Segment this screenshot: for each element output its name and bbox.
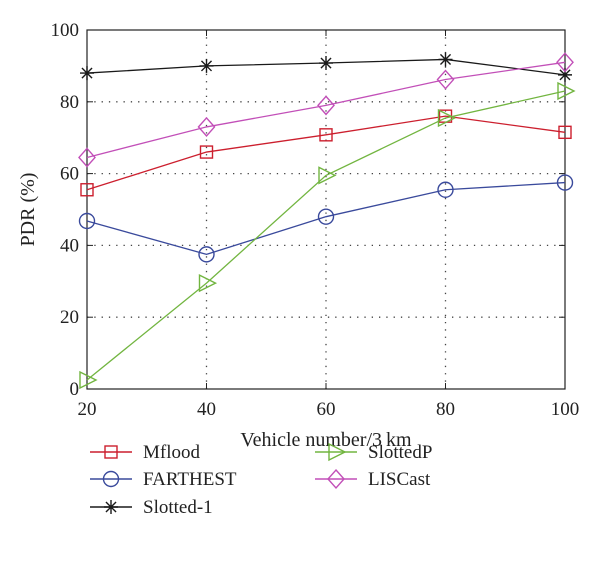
legend-label: FARTHEST	[143, 469, 237, 490]
x-axis-label: Vehicle number/3 km	[240, 429, 412, 451]
data-point	[198, 273, 218, 293]
data-point	[80, 183, 94, 197]
data-point	[317, 208, 335, 225]
data-point	[199, 145, 214, 159]
legend-swatch-marker	[102, 470, 120, 488]
series-mflood	[80, 109, 572, 197]
legend-swatch-marker	[327, 468, 345, 490]
series-line	[86, 115, 566, 191]
series-group	[78, 52, 576, 390]
data-point	[437, 108, 457, 128]
data-point	[197, 116, 216, 137]
legend-item-farthest: FARTHEST	[90, 469, 237, 490]
x-tick-label: 60	[317, 399, 336, 420]
data-point	[318, 166, 337, 185]
data-point	[437, 181, 454, 198]
y-tick-label: 0	[70, 379, 80, 400]
data-point	[78, 212, 96, 230]
x-tick-label: 80	[436, 399, 455, 420]
data-point	[557, 81, 576, 101]
legend-item-slottedp: SlottedP	[315, 442, 432, 463]
data-point	[319, 128, 333, 142]
legend-label: SlottedP	[368, 442, 432, 463]
y-axis-label: PDR (%)	[17, 173, 39, 247]
series-slotted-1	[80, 52, 572, 82]
series-slottedp	[79, 81, 576, 390]
legend-item-slotted-1: Slotted-1	[90, 497, 213, 518]
data-point	[558, 125, 572, 140]
legend-label: LISCast	[368, 469, 431, 490]
data-point	[79, 370, 98, 390]
legend-swatch-marker	[104, 445, 118, 459]
series-line	[86, 90, 566, 381]
x-tick-label: 20	[78, 399, 97, 420]
legend: Mflood FARTHEST Slotted-1 SlottedP LISCast	[90, 442, 432, 518]
y-tick-label: 60	[60, 164, 79, 185]
y-tick-label: 20	[60, 307, 79, 328]
y-tick-label: 100	[51, 20, 80, 41]
x-tick-label: 100	[551, 399, 580, 420]
legend-item-liscast: LISCast	[315, 468, 431, 490]
x-tick-label: 40	[197, 399, 216, 420]
series-farthest	[78, 174, 574, 263]
y-tick-label: 40	[60, 235, 79, 256]
data-point	[78, 147, 96, 168]
data-point	[80, 66, 94, 81]
data-point	[438, 52, 453, 67]
data-point	[319, 56, 333, 71]
legend-item-mflood: Mflood	[90, 442, 201, 463]
data-point	[556, 174, 574, 191]
data-point	[558, 67, 572, 82]
legend-swatch-marker	[104, 500, 118, 514]
data-point	[556, 52, 574, 73]
series-line	[86, 181, 566, 256]
data-point	[199, 58, 214, 73]
y-tick-label: 80	[60, 92, 79, 113]
data-point	[317, 95, 335, 116]
series-line	[86, 61, 566, 159]
legend-label: Slotted-1	[143, 497, 213, 518]
data-point	[436, 69, 455, 90]
data-point	[198, 246, 215, 263]
legend-label: Mflood	[143, 442, 201, 463]
legend-swatch-marker	[328, 442, 347, 462]
series-liscast	[78, 52, 574, 168]
